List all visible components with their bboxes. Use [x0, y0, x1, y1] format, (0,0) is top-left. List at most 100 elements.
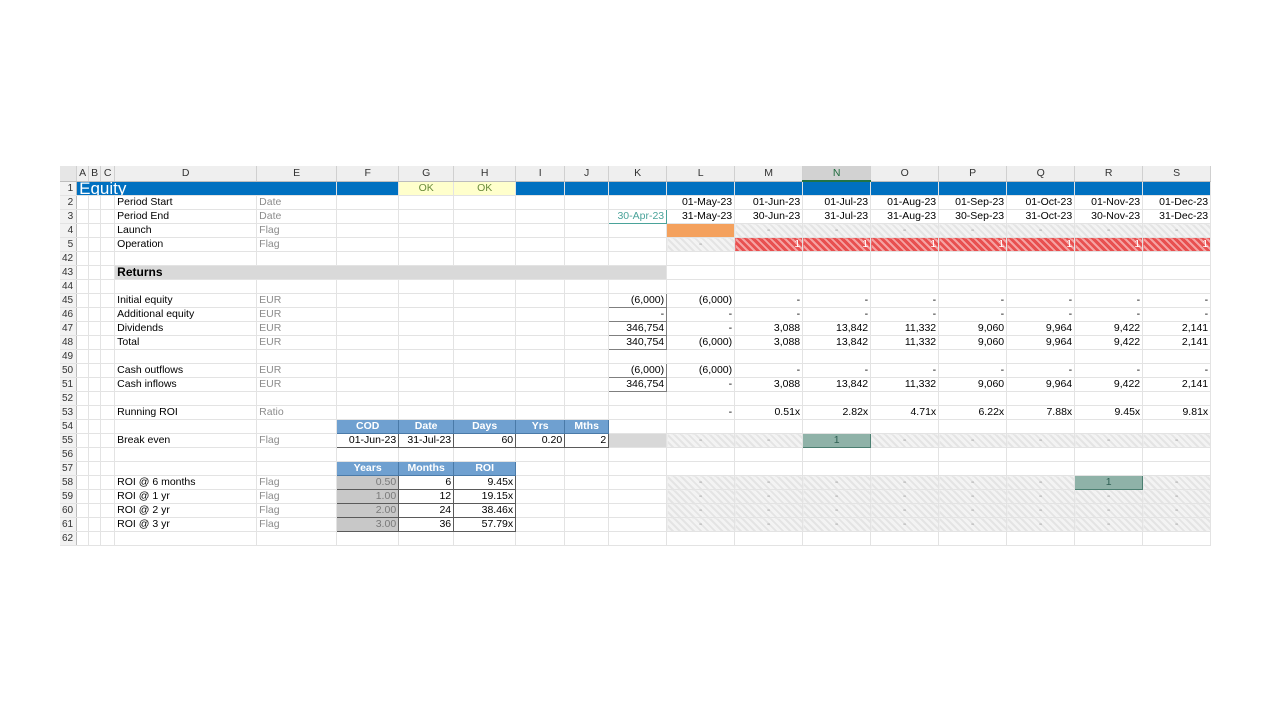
cell[interactable]	[453, 335, 517, 350]
cell[interactable]	[1006, 265, 1076, 280]
cell[interactable]	[398, 223, 455, 238]
cell[interactable]	[608, 461, 668, 476]
cell[interactable]	[398, 377, 455, 392]
cell[interactable]	[256, 279, 338, 294]
break-even-yrs[interactable]: 0.20	[515, 433, 566, 448]
cell[interactable]	[336, 293, 400, 308]
break-even-flag[interactable]: -	[666, 433, 736, 448]
total-cell[interactable]: 346,754	[608, 377, 668, 392]
cell[interactable]	[100, 279, 116, 294]
cell[interactable]	[1142, 181, 1212, 196]
column-header-c[interactable]: C	[100, 166, 116, 182]
cell[interactable]	[100, 265, 116, 280]
row-header[interactable]: 50	[60, 363, 78, 378]
column-header-q[interactable]: Q	[1006, 166, 1076, 182]
cell[interactable]	[666, 419, 736, 434]
value-cell[interactable]: 9,964	[1006, 335, 1076, 350]
cell[interactable]	[88, 237, 102, 252]
cell[interactable]	[88, 475, 102, 490]
value-cell[interactable]: 9,422	[1074, 377, 1144, 392]
timeline-cell[interactable]: 01-Dec-23	[1142, 195, 1212, 210]
cell[interactable]	[802, 181, 872, 196]
timeline-cell[interactable]: 1	[734, 237, 804, 252]
cell[interactable]	[802, 461, 872, 476]
roi-cell[interactable]: 9.81x	[1142, 405, 1212, 420]
total-cell[interactable]: 340,754	[608, 335, 668, 350]
row-header[interactable]: 53	[60, 405, 78, 420]
cell[interactable]	[564, 237, 610, 252]
row-header[interactable]: 59	[60, 489, 78, 504]
cell[interactable]	[515, 447, 566, 462]
column-header-i[interactable]: I	[515, 166, 566, 182]
cell[interactable]	[608, 475, 668, 490]
timeline-cell[interactable]: 01-Oct-23	[1006, 195, 1076, 210]
cell[interactable]	[88, 405, 102, 420]
cell[interactable]	[88, 279, 102, 294]
cell[interactable]	[938, 251, 1008, 266]
cell[interactable]	[76, 433, 90, 448]
cell[interactable]	[938, 531, 1008, 546]
cell[interactable]	[100, 405, 116, 420]
cell[interactable]	[515, 195, 566, 210]
column-header-e[interactable]: E	[256, 166, 338, 182]
cell[interactable]	[515, 335, 566, 350]
cell[interactable]	[336, 321, 400, 336]
cell[interactable]	[515, 181, 566, 196]
cell[interactable]	[515, 209, 566, 224]
cell[interactable]	[100, 489, 116, 504]
column-header-k[interactable]: K	[608, 166, 668, 182]
value-cell[interactable]: -	[802, 293, 872, 308]
timeline-cell[interactable]: 31-Oct-23	[1006, 209, 1076, 224]
value-cell[interactable]: 9,964	[1006, 377, 1076, 392]
cell[interactable]	[398, 195, 455, 210]
roi-flag[interactable]: -	[1006, 489, 1076, 504]
cell[interactable]	[453, 293, 517, 308]
roi-flag[interactable]: -	[870, 489, 940, 504]
roi-flag[interactable]: -	[1142, 517, 1212, 532]
cell[interactable]	[564, 195, 610, 210]
roi-flag[interactable]: -	[870, 503, 940, 518]
cell[interactable]	[1006, 447, 1076, 462]
value-cell[interactable]: -	[734, 293, 804, 308]
value-cell[interactable]: 11,332	[870, 321, 940, 336]
cell[interactable]	[76, 363, 90, 378]
cell[interactable]	[515, 377, 566, 392]
cell[interactable]	[114, 419, 258, 434]
cell[interactable]	[398, 293, 455, 308]
cell[interactable]	[1074, 531, 1144, 546]
timeline-cell[interactable]: -	[938, 223, 1008, 238]
cell[interactable]	[515, 531, 566, 546]
cell[interactable]	[802, 391, 872, 406]
cell[interactable]	[100, 419, 116, 434]
row-header[interactable]: 43	[60, 265, 78, 280]
cell[interactable]	[398, 349, 455, 364]
cell[interactable]	[256, 391, 338, 406]
roi-flag[interactable]: -	[802, 475, 872, 490]
break-even-flag[interactable]: -	[870, 433, 940, 448]
column-header-s[interactable]: S	[1142, 166, 1212, 182]
cell[interactable]	[608, 489, 668, 504]
cell[interactable]	[88, 531, 102, 546]
cell[interactable]	[88, 391, 102, 406]
value-cell[interactable]: -	[870, 363, 940, 378]
timeline-cell[interactable]: -	[734, 223, 804, 238]
cell[interactable]	[1074, 251, 1144, 266]
cell[interactable]	[515, 251, 566, 266]
cell[interactable]	[336, 335, 400, 350]
value-cell[interactable]: 3,088	[734, 321, 804, 336]
cell[interactable]	[1142, 419, 1212, 434]
cell[interactable]	[76, 531, 90, 546]
break-even-flag[interactable]: -	[938, 433, 1008, 448]
value-cell[interactable]: -	[802, 363, 872, 378]
cell[interactable]	[564, 503, 610, 518]
roi-flag[interactable]: -	[1142, 475, 1212, 490]
value-cell[interactable]: 3,088	[734, 377, 804, 392]
roi-years[interactable]: 1.00	[336, 489, 400, 504]
cell[interactable]	[938, 181, 1008, 196]
select-all-corner[interactable]	[60, 166, 78, 182]
cell[interactable]	[88, 321, 102, 336]
cell[interactable]	[515, 223, 566, 238]
timeline-cell[interactable]: 1	[1074, 237, 1144, 252]
cell[interactable]	[398, 363, 455, 378]
row-header[interactable]: 52	[60, 391, 78, 406]
